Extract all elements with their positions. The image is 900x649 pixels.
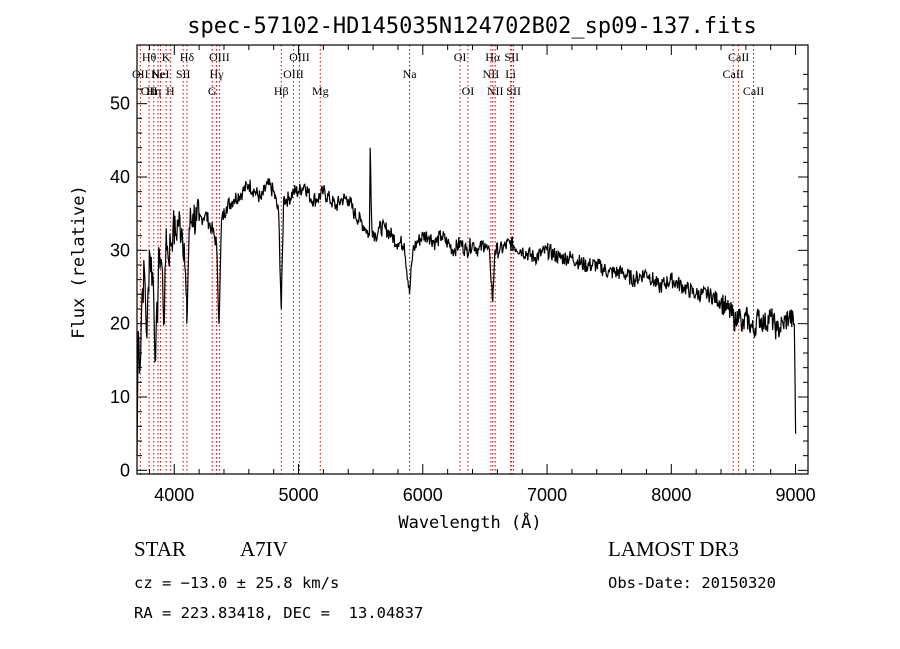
line-label-23: Li (505, 67, 516, 81)
line-label-12: OIII (209, 50, 230, 64)
line-label-25: SII (506, 84, 521, 98)
line-label-26: CaII (723, 67, 744, 81)
line-label-14: OIII (283, 67, 304, 81)
line-label-18: OI (454, 50, 467, 64)
y-tick-label-0: 0 (120, 460, 130, 480)
observation-date: Obs-Date: 20150320 (608, 574, 776, 592)
x-tick-label-3: 7000 (527, 485, 567, 505)
coordinates-readout: RA = 223.83418, DEC = 13.04837 (134, 604, 424, 622)
y-tick-label-2: 20 (110, 314, 130, 334)
spectral-line-markers (139, 45, 755, 474)
object-subclass: A7IV (240, 537, 288, 561)
spectrum-chart: spec-57102-HD145035N124702B02_sp09-137.f… (69, 14, 816, 533)
x-tick-label-1: 5000 (279, 485, 319, 505)
y-tick-label-3: 30 (110, 240, 130, 260)
line-label-22: NII (487, 84, 504, 98)
line-label-21: Hα (485, 50, 501, 64)
plot-frame (136, 44, 809, 475)
y-tick-label-5: 50 (110, 94, 130, 114)
line-label-19: OI (462, 84, 475, 98)
line-label-24: SII (504, 50, 519, 64)
x-tick-label-0: 4000 (154, 485, 194, 505)
line-label-20: NII (483, 67, 500, 81)
line-label-11: Hγ (210, 67, 225, 81)
line-label-16: Mg (312, 84, 329, 98)
line-label-17: Na (403, 67, 418, 81)
chart-title: spec-57102-HD145035N124702B02_sp09-137.f… (187, 14, 757, 39)
redshift-readout: cz = −13.0 ± 25.8 km/s (134, 574, 340, 592)
line-label-28: CaII (743, 84, 764, 98)
spectral-line-labels: OIIHθOIIHηNeHeIKHSIIHδGHγOIIIHβOIIIOIIIM… (132, 50, 764, 98)
line-label-27: CaII (728, 50, 749, 64)
x-tick-label-5: 9000 (776, 485, 816, 505)
x-axis-label: Wavelength (Å) (398, 511, 541, 533)
object-class: STAR (134, 537, 186, 561)
line-label-6: K (162, 50, 171, 64)
line-label-3: Hη (146, 84, 161, 98)
x-tick-label-2: 6000 (403, 485, 443, 505)
line-label-5: HeI (151, 67, 169, 81)
survey-name: LAMOST DR3 (608, 537, 739, 561)
line-label-10: G (208, 84, 217, 98)
line-label-15: OIII (289, 50, 310, 64)
y-tick-label-1: 10 (110, 387, 130, 407)
x-axis-ticks: 4000 5000 6000 7000 8000 9000 (148, 45, 816, 505)
y-axis-ticks: 0 10 20 30 40 50 (110, 73, 808, 480)
x-tick-label-4: 8000 (651, 485, 691, 505)
line-label-7: H (166, 84, 175, 98)
flux-series-line (136, 147, 797, 456)
line-label-8: SII (176, 67, 191, 81)
line-label-2: OII (141, 84, 158, 98)
y-axis-label: Flux (relative) (69, 185, 89, 339)
line-label-4: Ne (151, 67, 165, 81)
line-label-9: Hδ (180, 50, 195, 64)
line-label-1: Hθ (142, 50, 157, 64)
y-tick-label-4: 40 (110, 167, 130, 187)
line-label-13: Hβ (274, 84, 289, 98)
